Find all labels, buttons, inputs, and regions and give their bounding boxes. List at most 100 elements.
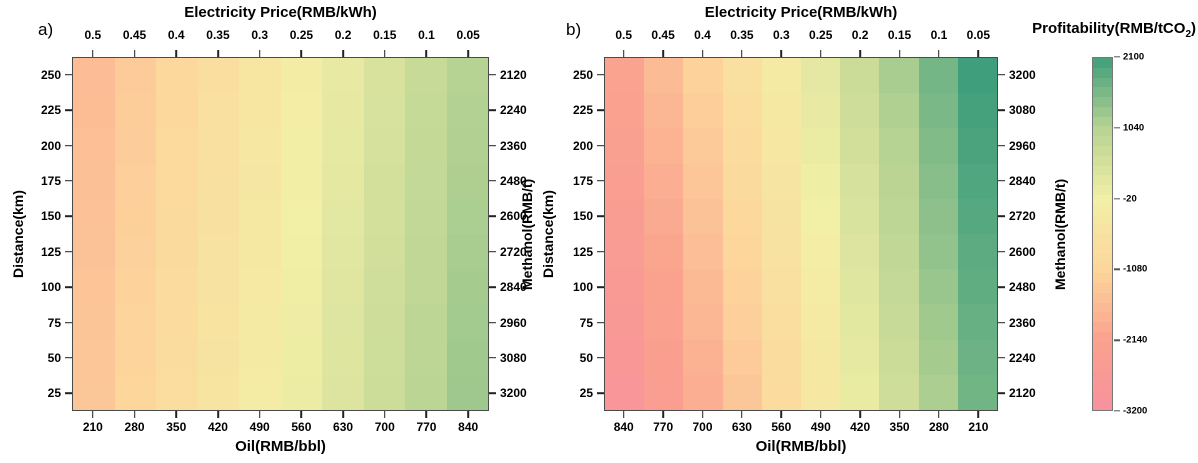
colorbar-title: Profitability(RMB/tCO2) [1002,20,1196,40]
tick-label: 560 [771,420,792,434]
heatmap-cell [605,93,645,129]
heatmap-cell [840,374,880,410]
tick-mark [1114,56,1120,58]
colorbar-band [1093,371,1112,381]
colorbar-title-text: Profitability(RMB/tCO [1032,20,1186,37]
heatmap-cell [761,374,801,410]
tick-mark [741,411,743,418]
colorbar-band [1093,361,1112,371]
heatmap-cell [280,339,322,375]
heatmap-cell [239,304,281,340]
heatmap-cell [114,304,156,340]
heatmap-grid-b [604,57,998,411]
tick-label: 0.3 [772,28,790,42]
tick-mark [300,50,303,57]
right-axis-tick-labels: 3200 3080 2960 2840 2720 2600 2480 2360 2240 2120 [1009,57,1043,411]
heatmap-cell [644,58,684,94]
tick-label: 175 [572,173,593,188]
tick-label: 560 [291,420,312,434]
heatmap-cell [405,234,447,270]
heatmap-cell [114,93,156,129]
tick-mark [489,180,496,182]
tick-mark [977,50,980,57]
tick-mark [622,411,625,418]
heatmap-cell [156,198,198,234]
tick-mark [597,250,604,253]
tick-label: 840 [458,420,479,434]
tick-mark [258,411,261,418]
tick-mark [425,411,428,418]
tick-mark [859,50,861,57]
left-axis-tick-labels: 250 225 200 175 150 125 100 75 50 25 [28,57,61,411]
tick-label: 0.3 [251,28,268,42]
heatmap-cell [644,93,684,129]
heatmap-cell [722,234,762,270]
left-axis-tick-marks [597,57,604,411]
colorbar-band [1093,234,1112,244]
heatmap-cell [73,128,115,164]
tick-label: 3080 [500,350,527,365]
top-axis-tick-labels: 0.5 0.45 0.4 0.35 0.3 0.25 0.2 0.15 0.1 0.05 [72,28,489,44]
tick-label: 2360 [500,138,527,153]
heatmap-cell [801,58,841,94]
heatmap-cell [156,128,198,164]
tick-label: -20 [1123,193,1137,205]
bottom-axis-title: Oil(RMB/bbl) [235,438,326,455]
heatmap-grid-a [72,57,489,411]
tick-label: 125 [40,244,61,259]
colorbar-band [1093,273,1112,283]
left-axis-tick-labels: 250 225 200 175 150 125 100 75 50 25 [558,57,593,411]
tick-mark [597,109,604,111]
heatmap-cell [801,198,841,234]
tick-label: 630 [333,420,354,434]
heatmap-cell [761,198,801,234]
heatmap-cell [879,339,919,375]
heatmap-cell [197,58,239,94]
heatmap-cell [73,339,115,375]
heatmap-cell [322,339,364,375]
heatmap-cell [644,128,684,164]
heatmap-cell [605,128,645,164]
heatmap-cell [405,269,447,305]
bottom-axis-tick-marks [604,411,998,418]
tick-label: 25 [47,386,61,401]
heatmap-cell [280,93,322,129]
colorbar-band [1093,194,1112,205]
tick-label: 3200 [500,386,527,401]
tick-mark [65,250,72,253]
heatmap-cell [801,339,841,375]
colorbar-band [1093,97,1112,107]
heatmap-cell [446,58,488,94]
heatmap-cell [280,198,322,234]
heatmap-cell [197,163,239,199]
heatmap-cell [322,93,364,129]
tick-label: 125 [572,244,593,259]
tick-label: 2720 [500,244,527,259]
heatmap-cell [840,269,880,305]
tick-mark [597,392,604,395]
colorbar-band [1093,351,1112,362]
tick-mark [938,50,940,57]
tick-mark [133,411,136,418]
heatmap-cell [280,128,322,164]
colorbar-band [1093,263,1112,274]
heatmap-cell [114,163,156,199]
heatmap-cell [156,163,198,199]
tick-mark [175,50,178,57]
heatmap-cell [605,339,645,375]
tick-label: 0.5 [615,28,633,42]
heatmap-cell [840,304,880,340]
tick-label: 2480 [1009,280,1036,295]
heatmap-cell [957,128,997,164]
tick-mark [597,144,604,147]
tick-mark [998,250,1005,253]
heatmap-cell [73,93,115,129]
colorbar-gradient [1092,57,1113,411]
heatmap-cell [114,374,156,410]
tick-mark [597,73,604,76]
tick-mark [977,411,980,418]
tick-mark [92,50,94,57]
tick-mark [597,215,604,218]
tick-mark [175,411,178,418]
tick-label: 2840 [500,280,527,295]
